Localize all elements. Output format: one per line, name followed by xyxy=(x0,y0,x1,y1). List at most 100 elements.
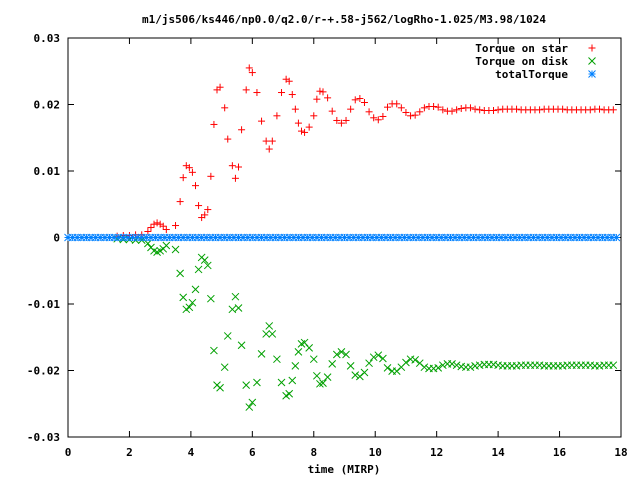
x-tick-label: 6 xyxy=(249,446,256,459)
y-tick-label: 0.02 xyxy=(34,99,61,112)
data-point xyxy=(316,379,324,388)
data-point xyxy=(360,99,368,107)
data-point xyxy=(288,91,296,99)
data-point xyxy=(323,373,332,382)
data-point xyxy=(448,359,456,368)
data-point xyxy=(268,330,277,338)
legend-swatch xyxy=(588,57,596,65)
data-point xyxy=(285,389,294,398)
data-point xyxy=(234,304,243,312)
data-point xyxy=(438,361,447,370)
y-tick-label: -0.01 xyxy=(27,298,60,311)
data-point xyxy=(242,86,250,94)
data-point xyxy=(305,123,313,131)
data-point xyxy=(242,381,251,389)
data-point xyxy=(356,95,364,103)
data-point xyxy=(434,103,442,111)
data-point xyxy=(466,363,475,372)
data-point xyxy=(453,106,461,114)
data-point xyxy=(351,96,359,104)
data-point xyxy=(411,111,419,119)
data-point xyxy=(586,106,594,114)
data-point xyxy=(313,95,321,103)
data-point xyxy=(248,69,256,77)
data-point xyxy=(257,350,266,358)
data-point xyxy=(300,338,309,347)
data-point xyxy=(319,88,327,96)
data-point xyxy=(559,105,567,113)
data-point xyxy=(383,363,392,372)
data-point xyxy=(194,265,203,274)
data-point xyxy=(434,363,443,372)
data-point xyxy=(253,89,261,97)
data-point xyxy=(309,355,318,364)
data-point xyxy=(200,256,209,264)
data-point xyxy=(312,371,321,380)
x-tick-label: 14 xyxy=(491,446,505,459)
data-point xyxy=(176,269,184,278)
data-point xyxy=(609,361,618,370)
y-tick-label: -0.02 xyxy=(27,365,60,378)
data-point xyxy=(595,105,603,113)
legend-label: Torque on star xyxy=(475,42,568,55)
data-point xyxy=(351,371,360,380)
data-point xyxy=(291,105,299,113)
data-point xyxy=(609,106,617,114)
x-tick-label: 16 xyxy=(553,446,567,459)
data-point xyxy=(216,83,224,91)
data-point xyxy=(248,398,257,407)
y-tick-label: 0.03 xyxy=(34,32,61,45)
data-point xyxy=(277,378,286,387)
data-point xyxy=(360,368,369,377)
data-point xyxy=(305,344,314,352)
data-point xyxy=(273,112,281,120)
data-point xyxy=(402,108,410,116)
data-point xyxy=(342,350,350,359)
data-point xyxy=(411,356,420,364)
data-point xyxy=(301,128,309,136)
data-point xyxy=(268,137,276,145)
x-tick-label: 12 xyxy=(430,446,443,459)
data-point xyxy=(210,346,218,355)
data-point xyxy=(245,64,253,72)
data-point xyxy=(210,120,218,128)
x-tick-label: 0 xyxy=(65,446,72,459)
data-point xyxy=(262,330,271,338)
data-point xyxy=(162,241,171,250)
data-point xyxy=(150,220,158,228)
data-point xyxy=(191,285,200,294)
data-point xyxy=(337,119,345,127)
data-point xyxy=(310,112,318,120)
series-2-points xyxy=(64,233,621,242)
x-axis-label: time (MIRP) xyxy=(308,463,381,476)
data-point xyxy=(235,163,243,171)
data-point xyxy=(452,361,461,370)
data-point xyxy=(294,119,302,127)
data-point xyxy=(420,104,428,112)
series-0-points xyxy=(113,64,617,240)
data-point xyxy=(231,292,240,301)
data-point xyxy=(207,294,215,303)
data-point xyxy=(195,202,203,210)
data-point xyxy=(204,206,212,214)
data-points xyxy=(64,64,621,411)
data-point xyxy=(224,135,232,143)
x-tick-label: 18 xyxy=(614,446,627,459)
data-point xyxy=(347,105,355,113)
data-point xyxy=(420,363,429,372)
data-point xyxy=(324,94,332,102)
data-point xyxy=(333,116,341,124)
data-point xyxy=(188,168,196,176)
data-point xyxy=(147,224,155,232)
data-point xyxy=(402,358,410,367)
data-point xyxy=(201,211,209,219)
data-point xyxy=(430,102,438,110)
data-point xyxy=(365,108,373,116)
data-point xyxy=(448,107,456,115)
legend-swatch xyxy=(588,44,596,52)
data-point xyxy=(379,354,387,363)
data-point xyxy=(393,100,401,108)
legend-label: Torque on disk xyxy=(475,55,568,68)
